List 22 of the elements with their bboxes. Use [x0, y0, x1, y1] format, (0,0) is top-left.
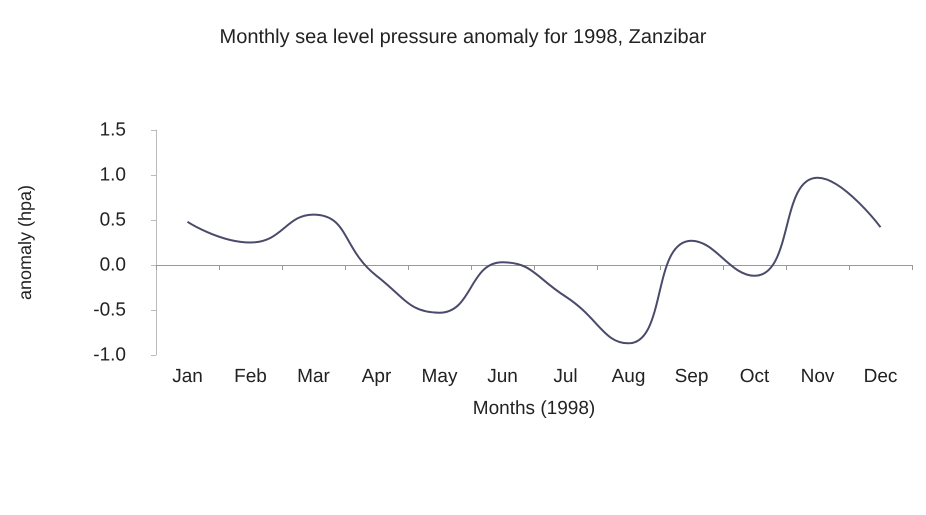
x-tick-label: Dec	[864, 366, 898, 387]
y-tick-label: -0.5	[93, 300, 126, 320]
x-tick-label: Oct	[740, 366, 770, 387]
y-axis-title: anomaly (hpa)	[15, 184, 35, 300]
chart-title: Monthly sea level pressure anomaly for 1998, Zanzibar	[220, 26, 707, 48]
x-tick-label: Mar	[297, 366, 331, 387]
y-tick-label: 0.0	[100, 254, 126, 276]
x-tick-label: Jan	[172, 366, 203, 387]
x-tick-label: May	[422, 366, 458, 387]
x-tick-label: Jun	[487, 366, 518, 387]
y-tick-label: -1.0	[93, 344, 126, 366]
y-tick-label: 1.0	[100, 164, 126, 186]
x-tick-label: Feb	[234, 366, 267, 387]
x-tick-label: Sep	[674, 366, 708, 387]
x-axis-title: Months (1998)	[472, 398, 596, 419]
line-series	[186, 176, 882, 344]
x-tick-label: Nov	[800, 366, 835, 387]
y-tick-label: 1.5	[100, 120, 126, 140]
x-tick-label: Apr	[362, 366, 392, 387]
x-tick-label: Jul	[553, 366, 578, 387]
y-tick-label: 0.5	[100, 210, 126, 230]
x-tick-label: Aug	[612, 366, 646, 387]
